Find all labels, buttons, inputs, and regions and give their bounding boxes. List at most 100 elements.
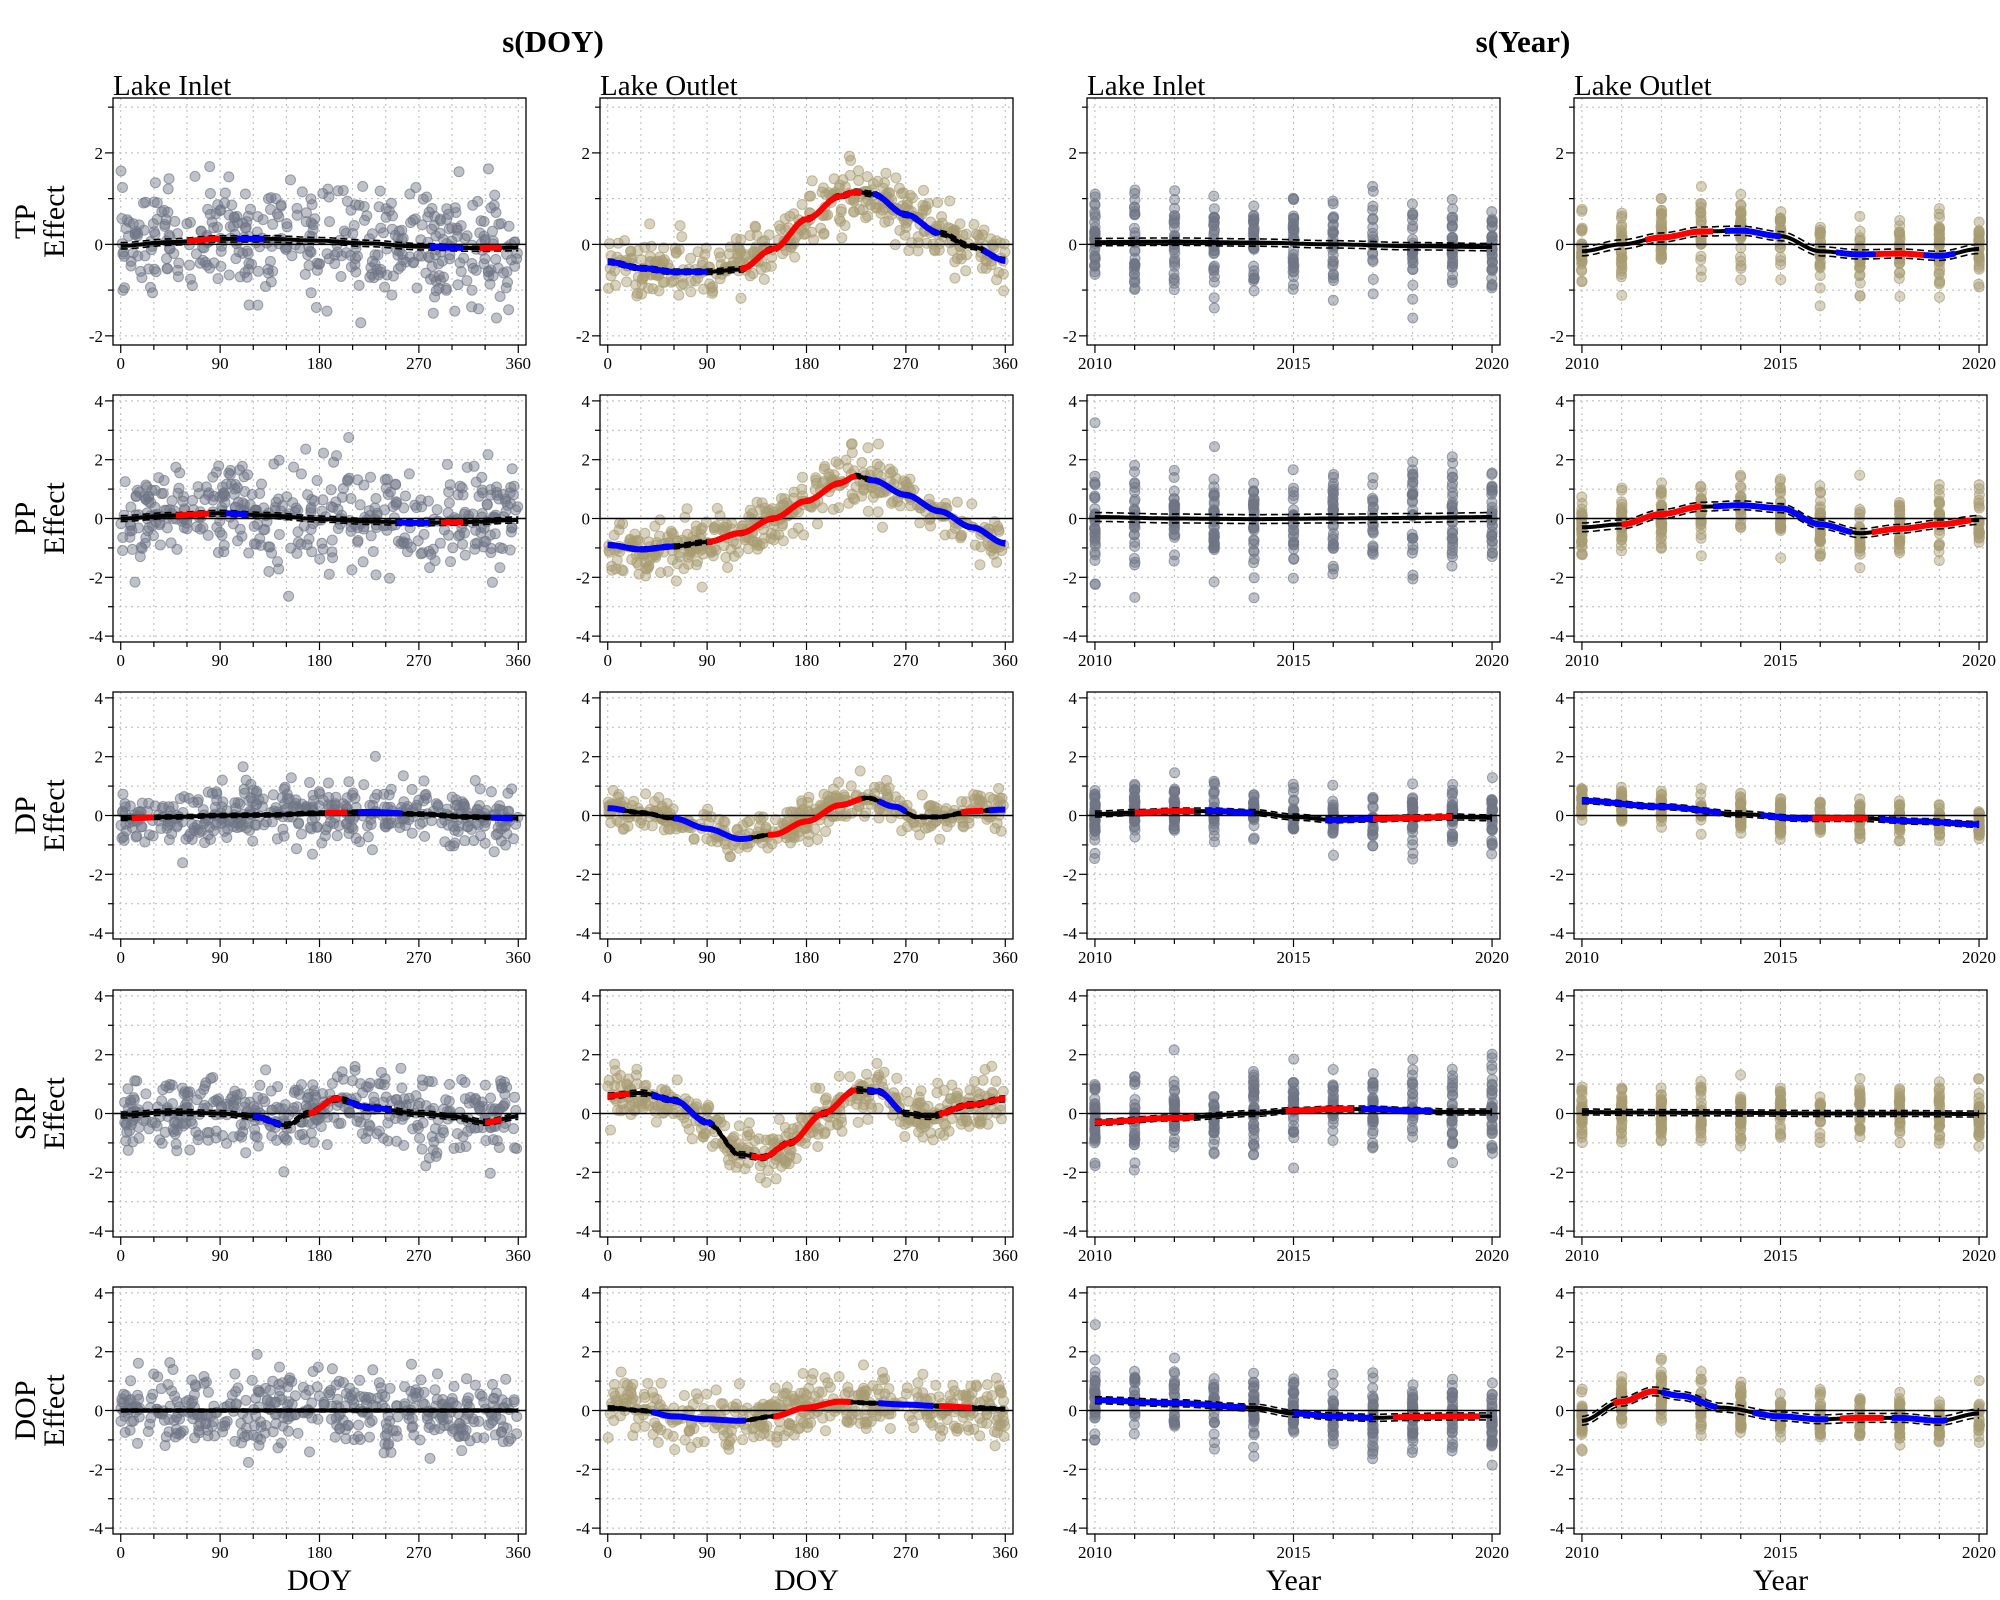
data-point <box>496 823 508 835</box>
data-point <box>1128 521 1140 533</box>
data-point <box>147 287 158 299</box>
data-point <box>670 575 682 587</box>
data-point <box>1854 469 1866 481</box>
data-point <box>1407 209 1419 221</box>
data-point <box>243 257 255 269</box>
data-point <box>798 529 810 541</box>
data-point <box>273 529 285 540</box>
x-tick-label: 0 <box>116 354 125 373</box>
data-point <box>1367 548 1379 560</box>
data-point <box>739 534 751 546</box>
data-point <box>189 170 201 182</box>
data-point <box>285 174 296 186</box>
panel-TP-inlet-DOY: 0 90 180 270 360-202 <box>89 97 531 373</box>
data-point <box>844 169 856 181</box>
data-point <box>323 191 335 203</box>
data-point <box>484 278 496 290</box>
data-point <box>245 778 257 790</box>
data-point <box>365 819 377 830</box>
x-tick-label: 360 <box>993 948 1019 967</box>
data-point <box>1367 248 1379 260</box>
data-point <box>1655 487 1667 499</box>
data-point <box>1616 210 1628 222</box>
data-point <box>617 565 629 577</box>
data-point <box>956 796 968 807</box>
data-point <box>886 497 897 509</box>
data-point <box>380 482 392 494</box>
data-point <box>611 554 623 566</box>
data-point <box>1854 506 1866 518</box>
data-point <box>658 242 670 254</box>
data-point <box>916 789 928 801</box>
data-point <box>370 493 382 504</box>
data-point <box>256 478 267 490</box>
data-point <box>758 273 770 285</box>
data-point <box>1208 276 1220 288</box>
data-point <box>1169 255 1180 267</box>
data-point <box>762 506 774 518</box>
y-tick-label: -4 <box>89 627 104 646</box>
data-point <box>1407 293 1419 305</box>
fitted-smooth <box>1094 515 1493 522</box>
data-point <box>1894 215 1906 226</box>
data-point <box>1168 268 1180 280</box>
data-point <box>361 210 373 222</box>
data-point <box>631 556 643 568</box>
data-point <box>283 590 295 602</box>
data-point <box>263 193 274 205</box>
x-tick-label: 270 <box>893 354 919 373</box>
data-point <box>234 271 246 283</box>
data-point <box>1248 285 1260 297</box>
data-point <box>989 823 1001 834</box>
y-axis-label: Effect <box>38 184 71 257</box>
data-point <box>488 846 500 858</box>
data-point <box>1616 252 1628 264</box>
data-point <box>471 804 483 816</box>
data-points <box>115 161 523 329</box>
data-point <box>366 228 378 240</box>
data-point <box>711 836 723 848</box>
data-point <box>1446 194 1458 205</box>
data-point <box>290 794 302 806</box>
data-point <box>411 282 423 294</box>
data-point <box>1367 273 1379 285</box>
data-point <box>239 222 251 234</box>
data-point <box>374 185 386 197</box>
data-point <box>131 830 143 842</box>
data-point <box>300 216 312 228</box>
decreasing-segment <box>607 805 626 814</box>
data-point <box>153 472 165 484</box>
data-point <box>921 237 933 249</box>
data-point <box>673 244 685 256</box>
data-point <box>346 564 358 576</box>
data-point <box>404 188 416 200</box>
data-point <box>932 196 944 208</box>
data-point <box>121 214 133 226</box>
data-point <box>840 454 852 466</box>
data-point <box>357 180 369 192</box>
data-point <box>1089 226 1101 237</box>
data-point <box>1933 223 1945 235</box>
data-point <box>444 479 456 491</box>
data-point <box>1406 488 1418 500</box>
data-point <box>135 265 147 277</box>
data-point <box>1775 274 1787 286</box>
data-point <box>1407 456 1419 468</box>
data-point <box>1695 264 1707 276</box>
data-point <box>459 233 471 244</box>
data-point <box>117 545 129 556</box>
data-point <box>161 262 173 274</box>
data-point <box>1576 498 1588 510</box>
data-point <box>713 247 725 259</box>
data-point <box>456 482 468 494</box>
data-point <box>243 817 254 829</box>
data-point <box>1933 555 1945 567</box>
decreasing-segment <box>988 806 1006 814</box>
data-point <box>674 220 686 232</box>
data-point <box>972 793 984 805</box>
data-point <box>371 264 383 275</box>
data-point <box>1894 234 1906 246</box>
data-point <box>1446 500 1458 512</box>
